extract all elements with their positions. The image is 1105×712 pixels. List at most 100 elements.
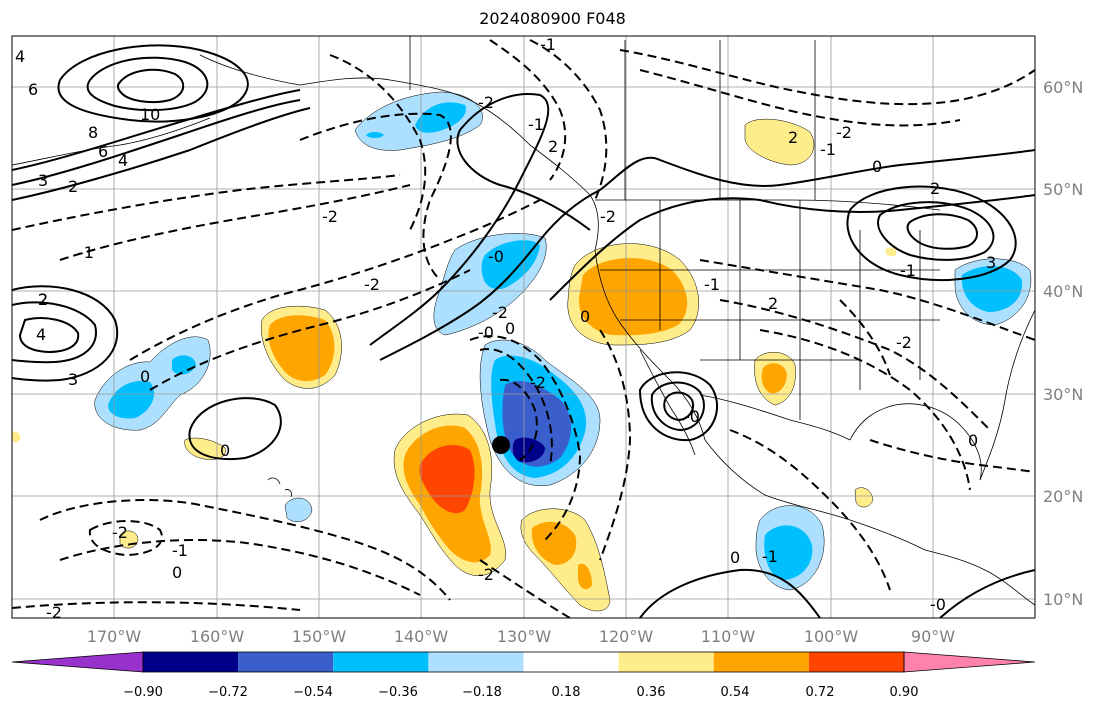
- contour-neg-12: [639, 69, 961, 127]
- negative-anomaly-gulf-alaska-core: [415, 102, 466, 133]
- colorbar-segment: [238, 652, 334, 672]
- coast-aleutians: [12, 117, 211, 166]
- coast-mexico: [704, 439, 926, 551]
- contour-label: -0: [684, 407, 700, 426]
- contour-high-west-3: [18, 317, 80, 354]
- contour-neg-22: [489, 39, 567, 181]
- colorbar-tick-label: −0.72: [208, 685, 248, 700]
- coast-alaska: [199, 54, 599, 251]
- colorbar-tick-label: −0.90: [123, 685, 163, 700]
- contour-east-high-1: [846, 185, 1017, 281]
- contour-neg-11: [619, 49, 1035, 106]
- contour-neg-23: [529, 39, 608, 201]
- coast-hawaii: [267, 477, 292, 498]
- contour-label: -2: [46, 603, 62, 622]
- colorbar-tick-label: −0.36: [378, 685, 418, 700]
- contour-neg-19: [59, 539, 421, 596]
- shaded-anomaly-fields: [12, 91, 1032, 612]
- contour-east-high-3: [906, 213, 978, 250]
- colorbar-segment: [523, 652, 619, 672]
- contour-label: -2: [322, 207, 338, 226]
- colorbar-tick-label: −0.54: [293, 685, 333, 700]
- contour-label: -2: [364, 275, 380, 294]
- contour-label: 2: [38, 290, 48, 309]
- contour-ridge-1: [369, 93, 591, 346]
- positive-anomaly-south-core2: [578, 563, 592, 590]
- map-title: 2024080900 F048: [479, 9, 626, 28]
- contour-label: 0: [730, 548, 740, 567]
- contour-neg-10: [599, 329, 632, 561]
- lon-label-100w: 100°W: [804, 627, 859, 646]
- contour-label: -1: [78, 243, 94, 262]
- contour-jet-2: [12, 99, 301, 186]
- lon-label-140w: 140°W: [394, 627, 449, 646]
- contour-label: -0: [478, 323, 494, 342]
- gridlines: [12, 36, 1035, 618]
- lon-label-170w: 170°W: [87, 627, 142, 646]
- lat-label-20n: 20°N: [1043, 487, 1083, 506]
- colorbar-tick-labels: −0.90 −0.72 −0.54 −0.36 −0.18 0.18 0.36 …: [123, 685, 918, 700]
- contour-ridge-2: [379, 149, 1035, 361]
- colorbar: −0.90 −0.72 −0.54 −0.36 −0.18 0.18 0.36 …: [11, 651, 1036, 700]
- lat-label-10n: 10°N: [1043, 590, 1083, 609]
- contour-label: 4: [36, 325, 46, 344]
- contour-label: 0: [172, 563, 182, 582]
- contour-closed-pacific: [188, 397, 282, 461]
- contour-high-north-1: [57, 44, 249, 123]
- contour-high-north-3: [116, 68, 185, 104]
- contour-label: 3: [38, 171, 48, 190]
- contour-label: -2: [836, 123, 852, 142]
- border-states-1: [659, 200, 921, 420]
- colorbar-segment: [713, 652, 809, 672]
- contour-neg-6: [329, 54, 427, 231]
- negative-anomaly-hawaii: [284, 497, 313, 522]
- contour-neg-16: [729, 429, 891, 591]
- colorbar-tick-label: −0.18: [462, 685, 502, 700]
- border-canada-prov: [409, 36, 816, 200]
- contour-neg-9: [499, 378, 538, 461]
- contour-label: 0: [505, 319, 515, 338]
- contour-neg-21: [12, 601, 301, 611]
- contour-label: 8: [88, 123, 98, 142]
- contour-label: 4: [118, 151, 128, 170]
- contour-label: -1: [820, 140, 836, 159]
- contour-jet-1: [12, 89, 301, 171]
- contour-label: -2: [492, 303, 508, 322]
- contour-neg-2: [59, 184, 411, 261]
- contour-east-high-2: [877, 201, 995, 261]
- contour-label: 6: [98, 142, 108, 161]
- lat-label-40n: 40°N: [1043, 282, 1083, 301]
- colorbar-frame: [142, 651, 905, 673]
- colorbar-tick-label: 0.90: [890, 685, 919, 700]
- contour-low-mexico-1: [638, 371, 719, 442]
- contour-label: -1: [172, 541, 188, 560]
- contour-south-zero: [639, 568, 821, 618]
- latitude-labels: 60°N 50°N 40°N 30°N 20°N 10°N: [1043, 78, 1083, 609]
- contour-se-zero: [939, 569, 1035, 618]
- contour-label: -1: [900, 261, 916, 280]
- contour-high-north-2: [86, 56, 209, 112]
- coast-gulf: [849, 403, 982, 481]
- lon-label-110w: 110°W: [701, 627, 756, 646]
- contour-label: 3: [68, 370, 78, 389]
- contour-label: -0: [488, 247, 504, 266]
- positive-anomaly-small-east: [885, 247, 897, 257]
- contour-label: 10: [140, 105, 160, 124]
- colorbar-segments: [11, 651, 1036, 673]
- contour-neg-8: [479, 348, 553, 466]
- contour-label: -0: [930, 595, 946, 614]
- contour-neg-20: [88, 520, 163, 557]
- lon-label-120w: 120°W: [599, 627, 654, 646]
- contour-label: 3: [986, 253, 996, 272]
- contour-label: 2: [930, 179, 940, 198]
- contour-label: 2: [68, 177, 78, 196]
- border-us-mexico: [699, 394, 851, 441]
- lon-label-90w: 90°W: [911, 627, 955, 646]
- contour-label: 2: [768, 294, 778, 313]
- contour-label-group: 4 6 10 8 6 4 3 2 2 -1 2 4 3 0 0 0 -2 -2 …: [15, 36, 996, 622]
- negative-anomaly-east-core: [961, 266, 1023, 312]
- contour-label: 4: [15, 47, 25, 66]
- coast-east: [979, 309, 1035, 481]
- contour-high-west-2: [12, 301, 97, 364]
- contour-neg-18: [39, 499, 451, 601]
